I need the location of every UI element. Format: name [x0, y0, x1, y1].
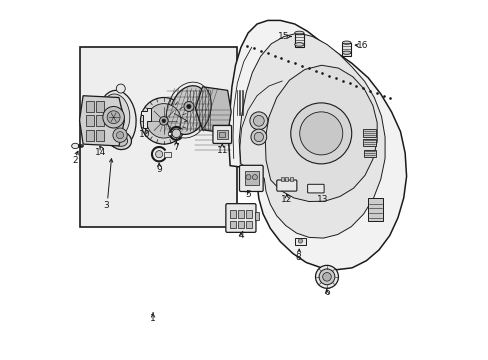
Bar — [289, 177, 292, 181]
Circle shape — [113, 128, 127, 142]
Text: 9: 9 — [156, 166, 162, 175]
Circle shape — [253, 116, 264, 126]
Ellipse shape — [294, 42, 304, 46]
Text: 5: 5 — [244, 190, 250, 199]
Text: 13: 13 — [316, 195, 328, 204]
Text: 3: 3 — [103, 201, 109, 210]
Text: 2: 2 — [72, 156, 78, 165]
Polygon shape — [228, 21, 406, 270]
Ellipse shape — [110, 131, 131, 149]
Circle shape — [249, 112, 267, 130]
Bar — [164, 152, 171, 157]
Bar — [254, 212, 258, 220]
Polygon shape — [265, 65, 376, 202]
Bar — [295, 238, 305, 244]
Text: 11: 11 — [216, 146, 227, 155]
Ellipse shape — [294, 31, 304, 35]
Circle shape — [298, 239, 302, 243]
Bar — [96, 130, 103, 140]
Circle shape — [299, 112, 342, 155]
Ellipse shape — [114, 135, 127, 146]
Text: 6: 6 — [324, 288, 329, 297]
Bar — [85, 116, 93, 126]
Bar — [230, 211, 235, 218]
Bar — [219, 132, 225, 136]
Bar — [85, 101, 93, 112]
Circle shape — [140, 98, 187, 144]
Ellipse shape — [98, 90, 136, 148]
Bar — [362, 129, 376, 137]
Circle shape — [183, 102, 194, 112]
Circle shape — [315, 265, 338, 288]
Text: 16: 16 — [356, 41, 368, 50]
Text: 15: 15 — [277, 32, 288, 41]
FancyBboxPatch shape — [307, 184, 324, 193]
Circle shape — [159, 117, 168, 125]
Bar — [244, 171, 258, 185]
Circle shape — [172, 129, 180, 138]
Bar — [85, 130, 93, 140]
Text: 14: 14 — [95, 148, 106, 157]
Ellipse shape — [106, 101, 122, 124]
Circle shape — [245, 175, 250, 180]
Ellipse shape — [170, 86, 207, 134]
FancyBboxPatch shape — [212, 126, 231, 143]
Polygon shape — [239, 33, 384, 238]
Bar — [217, 130, 227, 139]
Bar — [230, 221, 235, 228]
Polygon shape — [80, 96, 124, 146]
Bar — [367, 198, 383, 221]
Bar — [363, 150, 375, 157]
Text: 8: 8 — [295, 253, 301, 262]
Ellipse shape — [342, 51, 350, 54]
Ellipse shape — [72, 143, 79, 149]
Bar — [238, 221, 244, 228]
Circle shape — [250, 129, 266, 145]
Text: 10: 10 — [139, 130, 151, 139]
Bar — [96, 116, 103, 126]
FancyBboxPatch shape — [225, 204, 255, 232]
Bar — [342, 43, 350, 55]
Circle shape — [162, 119, 165, 123]
Bar — [285, 177, 287, 181]
Circle shape — [186, 104, 191, 109]
Circle shape — [322, 273, 330, 281]
Text: 4: 4 — [238, 231, 243, 240]
Text: 12: 12 — [281, 195, 292, 204]
Text: 7: 7 — [173, 143, 179, 152]
Circle shape — [155, 150, 163, 158]
Bar — [362, 139, 376, 146]
Bar — [80, 47, 237, 226]
Ellipse shape — [342, 41, 350, 44]
Bar — [245, 211, 251, 218]
FancyBboxPatch shape — [276, 180, 296, 191]
Bar — [281, 177, 284, 181]
Circle shape — [252, 175, 257, 180]
Circle shape — [107, 111, 120, 124]
Circle shape — [290, 103, 351, 164]
Text: W: W — [110, 110, 117, 115]
Circle shape — [254, 132, 263, 141]
Circle shape — [116, 132, 123, 139]
Circle shape — [146, 104, 181, 138]
Ellipse shape — [101, 94, 129, 137]
Ellipse shape — [116, 84, 125, 93]
FancyBboxPatch shape — [239, 165, 263, 192]
Bar — [238, 211, 244, 218]
Bar — [167, 132, 171, 135]
Polygon shape — [195, 87, 231, 134]
Polygon shape — [140, 108, 150, 128]
Circle shape — [102, 107, 124, 128]
Bar — [96, 101, 103, 112]
Bar — [294, 34, 304, 47]
Text: 1: 1 — [150, 314, 156, 323]
Bar — [245, 221, 251, 228]
Circle shape — [319, 269, 334, 285]
